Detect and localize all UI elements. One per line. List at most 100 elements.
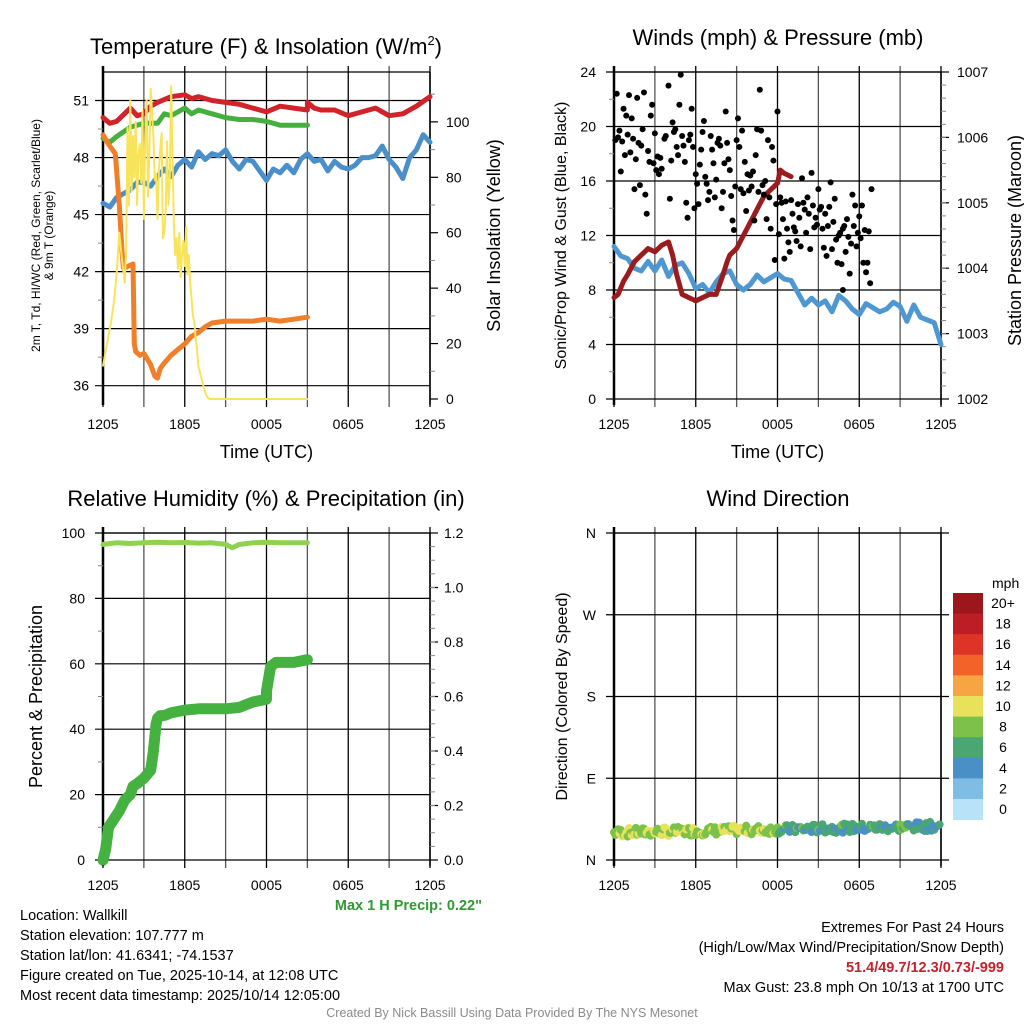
extremes-panel: Extremes For Past 24 Hours (High/Low/Max… [699,918,1004,998]
y-right-axis-label-text: Solar Insolation (Yellow) [484,139,504,331]
y-tick-label: 12 [580,228,596,244]
y-right-tick-label: 0 [446,391,454,407]
gust-point [639,126,646,133]
legend-label: 4 [999,760,1007,776]
gust-point [621,152,628,159]
gust-point [760,191,767,198]
gust-point [634,94,641,101]
y-axis-label-text: Sonic/Prop Wind & Gust (Blue, Black) [553,102,570,370]
gust-point [700,118,707,125]
y-right-tick-label: 0.2 [444,798,464,814]
gust-point [699,128,706,135]
y-axis-label: 2m T, Td, HI/WC (Red, Green, Scarlet/Blu… [29,119,56,352]
gust-point [724,139,731,146]
gust-point [673,143,680,150]
gust-point [805,210,812,217]
extremes-title: Extremes For Past 24 Hours [821,920,1004,936]
x-tick-label: 1805 [169,416,200,432]
gust-point [845,233,852,240]
legend-title: mph [992,575,1019,591]
legend-swatch [953,654,983,676]
gust-point [677,71,684,78]
y-right-tick-label: 60 [446,225,462,241]
x-axis-label: Time (UTC) [220,442,313,462]
legend-swatch [953,613,983,635]
y-tick-label: 40 [69,721,85,737]
gust-point [613,90,620,97]
legend-swatch [953,593,983,615]
gust-point [676,101,683,108]
gust-point [792,228,799,235]
x-tick-label: 0005 [251,416,282,432]
gust-point [843,216,850,223]
y-right-tick-label: 20 [446,336,462,352]
gust-point [715,135,722,142]
chart-title: Winds (mph) & Pressure (mb) [633,25,924,50]
gust-point [688,105,695,112]
legend-label: 16 [995,636,1011,652]
created-label: Figure created on Tue, 2025-10-14, at 12… [20,968,339,984]
gust-point [864,259,871,266]
gust-point [696,161,703,168]
series-precipitation [97,654,313,866]
gust-point [736,143,743,150]
chart-rh: 1205 1805 0005 0605 12050204060801000.00.20.… [26,486,465,893]
gust-point [827,179,834,186]
gust-point [774,108,781,115]
y-tick-label: 8 [588,282,596,298]
gust-point [852,202,859,209]
gust-point [801,206,808,213]
gust-point [627,149,634,156]
gust-point [788,197,795,204]
gust-point [807,246,814,253]
y-tick-label: 39 [73,321,89,337]
x-tick-label: 1205 [414,877,445,893]
x-tick-label: 1205 [598,416,629,432]
gust-point [786,248,793,255]
gust-point [841,222,848,229]
gust-point [695,201,702,208]
gust-point [797,243,804,250]
gust-point [655,171,662,178]
gust-point [662,133,669,140]
chart-title: Relative Humidity (%) & Precipitation (i… [67,486,464,511]
gust-point [702,173,709,180]
x-tick-label: 0005 [762,416,793,432]
gust-point [799,175,806,182]
gust-point [785,239,792,246]
gust-point [856,213,863,220]
gust-point [685,137,692,144]
gust-point [665,82,672,89]
legend-label: 0 [999,801,1007,817]
y-right-axis-label-text: Station Pressure (Maroon) [1005,135,1024,346]
gust-point [815,186,822,193]
x-axis-label: Time (UTC) [731,442,824,462]
y-axis-label-text: Direction (Colored By Speed) [554,592,571,800]
gust-point [617,168,624,175]
gust-point [638,142,645,149]
y-right-tick-label: 1007 [957,64,988,80]
gust-point [830,218,837,225]
gust-point [672,126,679,133]
legend-swatch [953,675,983,697]
y-right-tick-label: 1.0 [444,580,464,596]
y-tick-label: 36 [73,378,89,394]
gust-point [796,214,803,221]
y-axis-label: Direction (Colored By Speed) [554,592,571,800]
gust-point [666,195,673,202]
y-tick-label: 100 [62,525,86,541]
gust-point [636,182,643,189]
gust-point [800,199,807,206]
gust-point [777,194,784,201]
extremes-subtitle: (High/Low/Max Wind/Precipitation/Snow De… [698,940,1004,956]
gust-point [658,165,665,172]
gust-point [743,207,750,214]
gust-point [763,216,770,223]
gust-point [824,222,831,229]
gust-point [717,142,724,149]
gust-point [687,131,694,138]
series-pressure [611,167,794,304]
gust-point [733,137,740,144]
series-wind [611,243,944,347]
gust-point [741,158,748,165]
